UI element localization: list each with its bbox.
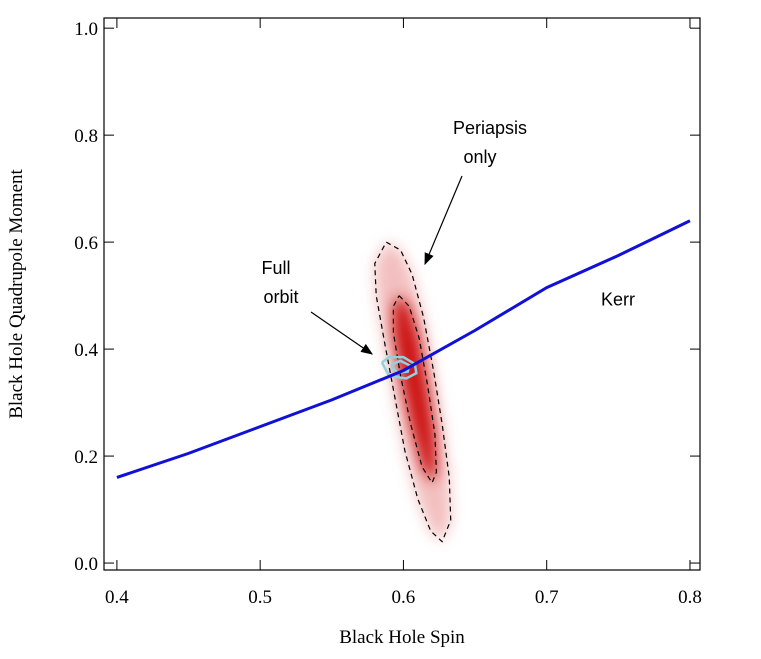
plot-area	[116, 219, 691, 543]
x-tick-label: 0.4	[105, 587, 129, 608]
annotation: Periapsis	[453, 118, 527, 138]
contour	[374, 241, 452, 543]
y-tick-label: 1.0	[74, 19, 98, 40]
y-tick-label: 0.0	[74, 554, 98, 575]
y-tick-label: 0.8	[74, 126, 98, 147]
y-tick-label: 0.4	[74, 340, 98, 361]
annotation: orbit	[263, 287, 298, 307]
arrow	[424, 175, 463, 266]
annotation: only	[463, 147, 496, 167]
y-tick-label: 0.2	[74, 447, 98, 468]
x-tick-label: 0.6	[392, 587, 416, 608]
posterior-fill	[374, 242, 451, 542]
legend-label: Kerr	[601, 290, 635, 310]
kerr-line	[116, 219, 691, 479]
y-axis-label: Black Hole Quadrupole Moment	[6, 168, 27, 418]
x-axis-label: Black Hole Spin	[339, 627, 465, 648]
x-tick-label: 0.7	[535, 587, 559, 608]
arrow	[310, 311, 373, 355]
x-tick-label: 0.8	[678, 587, 702, 608]
contour-fill	[393, 295, 437, 483]
y-tick-label: 0.6	[74, 233, 98, 254]
annotation: Full	[261, 258, 290, 278]
x-tick-label: 0.5	[248, 587, 272, 608]
contour	[392, 295, 437, 485]
plot-frame	[103, 17, 701, 571]
contour	[390, 359, 411, 374]
